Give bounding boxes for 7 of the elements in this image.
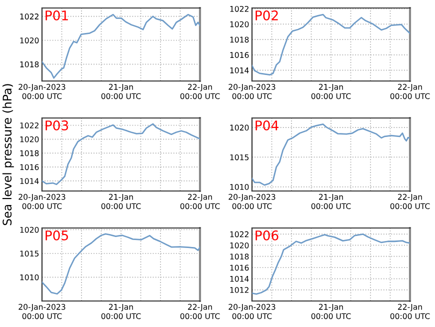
chart-title: P01 [46,10,68,20]
y-axis-title: Sea level pressure (hPa) [2,84,14,226]
chart-title: P03 [46,120,68,130]
chart-title: P02 [256,10,278,20]
chart-title: P06 [256,230,278,240]
chart-title: P04 [256,120,278,130]
chart-title: P05 [46,230,68,240]
